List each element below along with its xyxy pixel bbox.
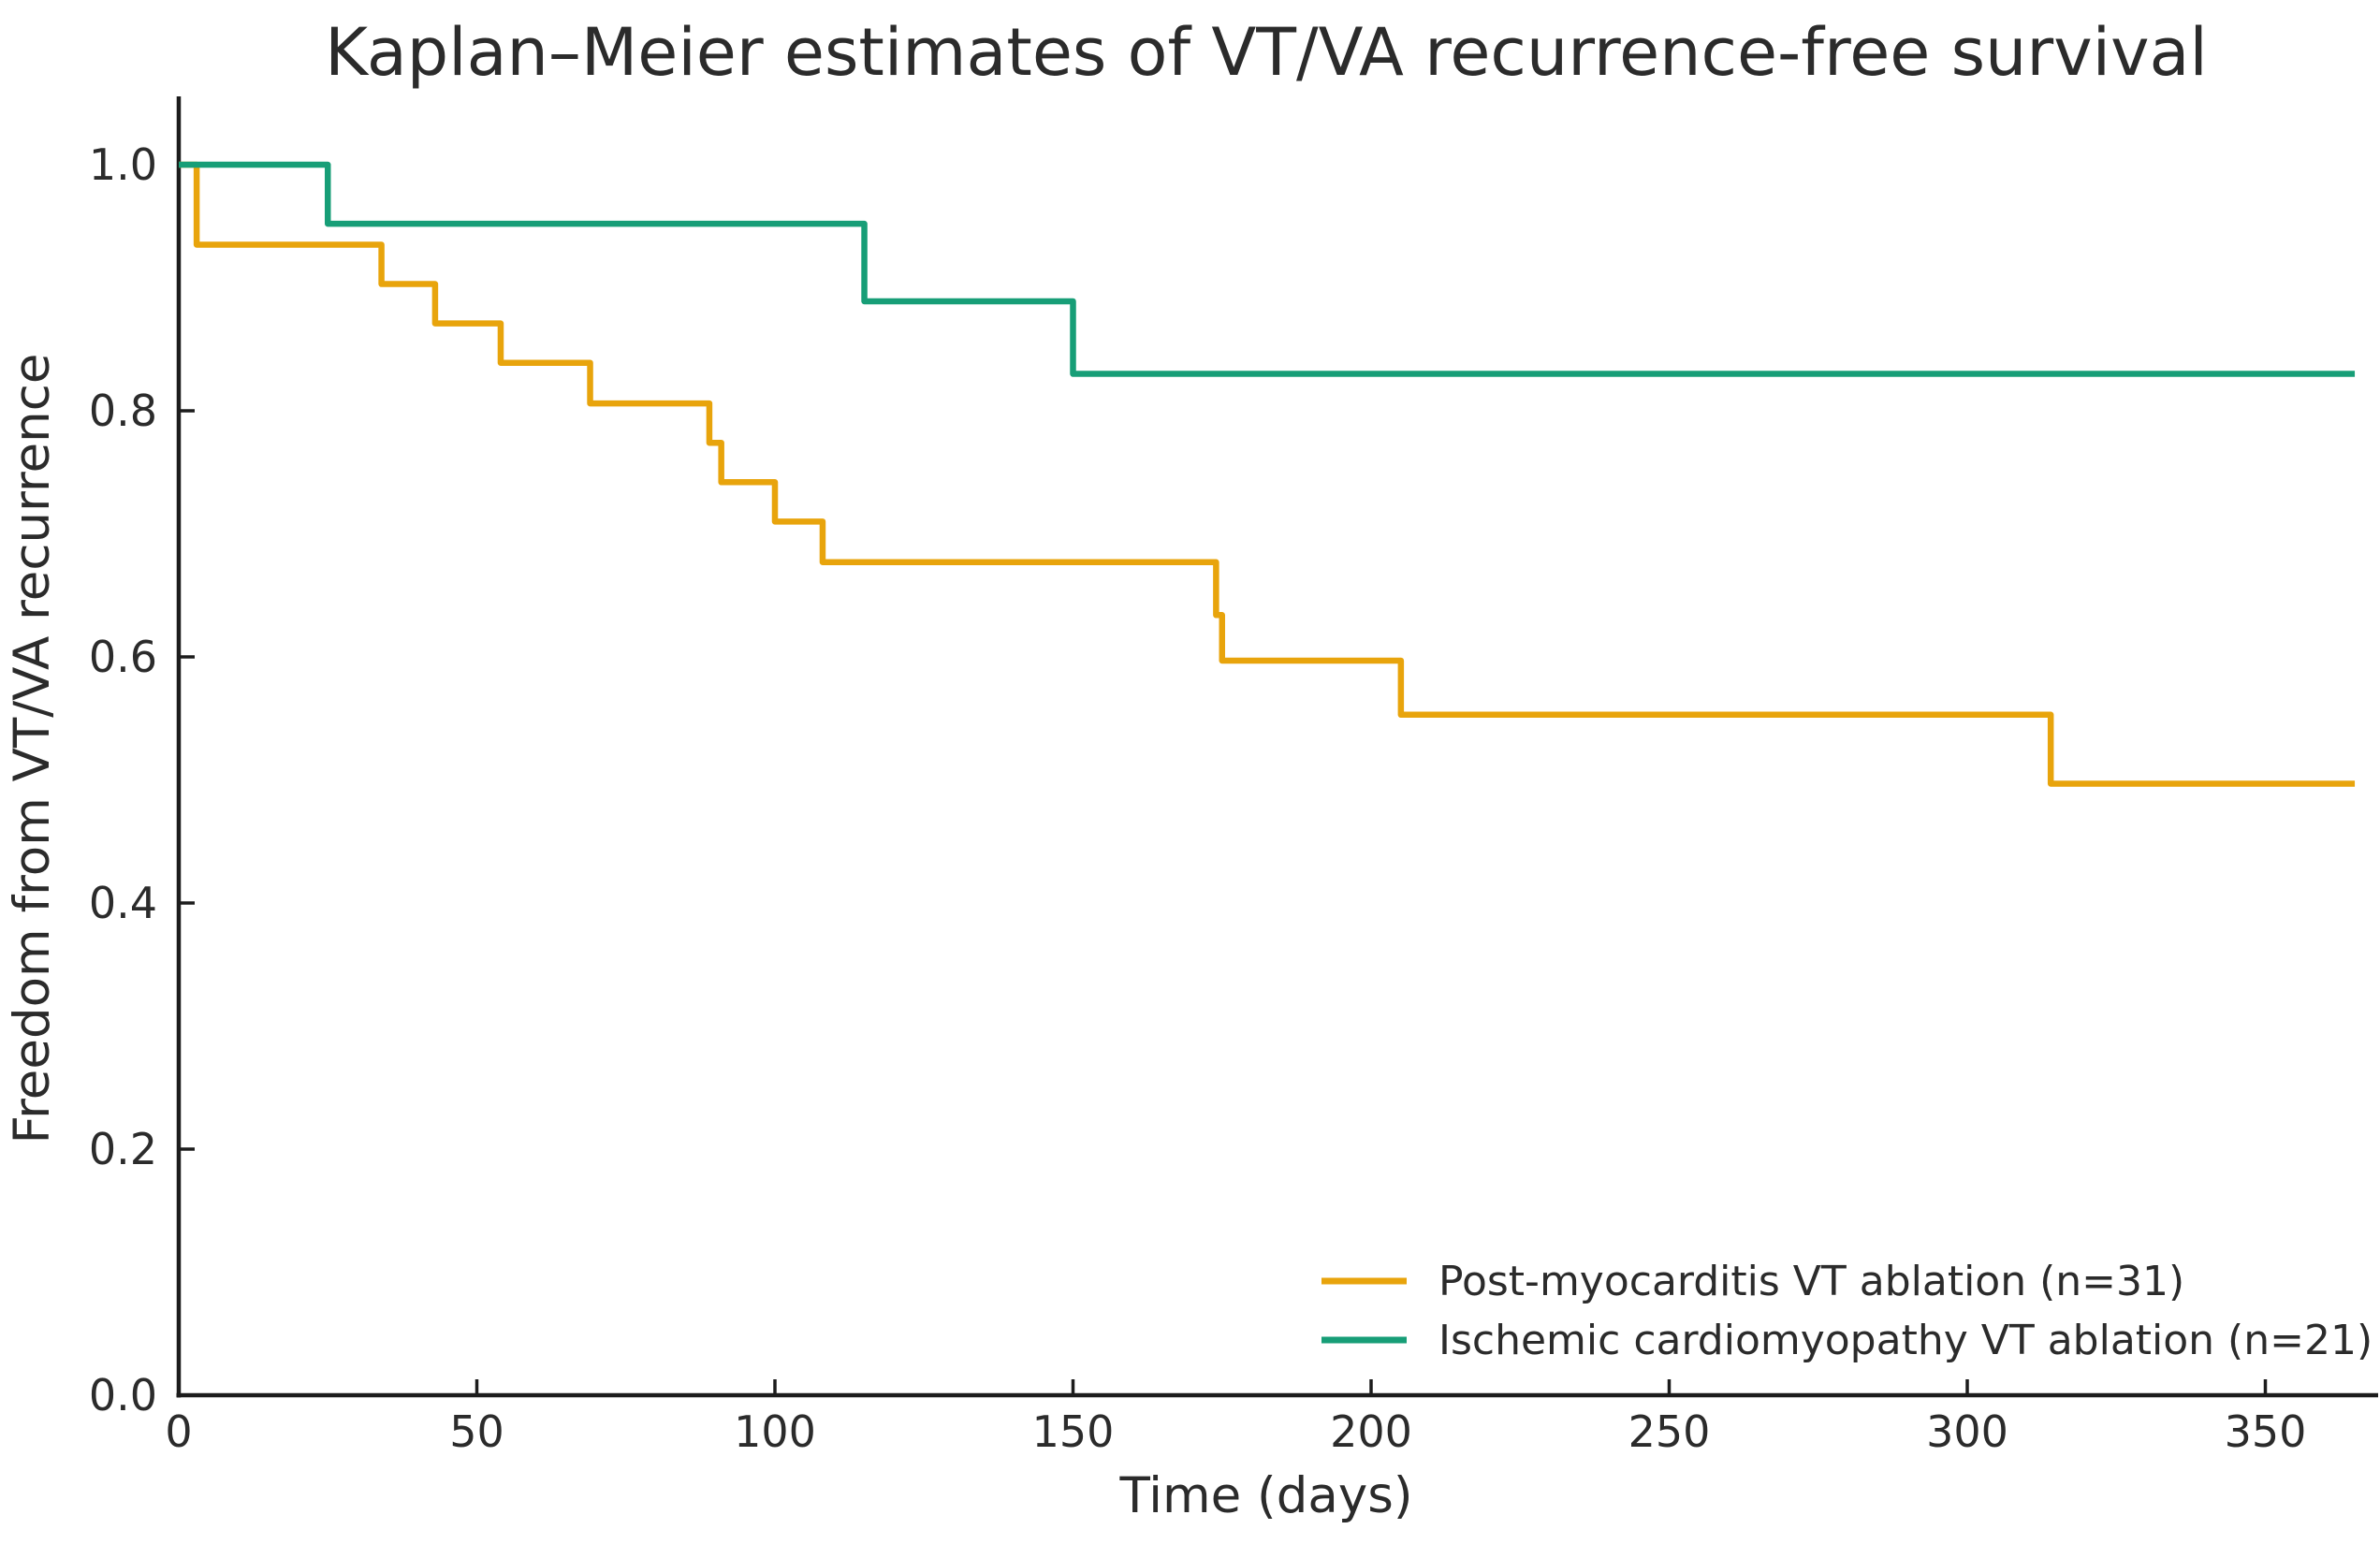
y-tick-label: 0.4 (89, 878, 157, 928)
x-tick-label: 250 (1628, 1406, 1711, 1457)
y-tick-label: 0.6 (89, 632, 157, 682)
y-tick-label: 0.2 (89, 1124, 157, 1174)
x-tick-label: 200 (1330, 1406, 1412, 1457)
axes-spines (176, 96, 2378, 1398)
x-tick-label: 50 (449, 1406, 504, 1457)
x-tick-label: 150 (1032, 1406, 1115, 1457)
y-tick-label: 0.0 (89, 1370, 157, 1420)
chart-title: Kaplan–Meier estimates of VT/VA recurren… (325, 14, 2208, 91)
y-axis-label: Freedom from VT/VA recurrence (4, 353, 61, 1143)
x-axis-label: Time (days) (1118, 1467, 1412, 1524)
survival-curves (179, 161, 2356, 787)
y-tick-label: 0.8 (89, 386, 157, 436)
x-tick-label: 350 (2225, 1406, 2307, 1457)
x-tick-label: 300 (1926, 1406, 2008, 1457)
survival-curve-ischemic-cardiomyopathy (179, 161, 2356, 377)
legend-label-ischemic-cardiomyopathy: Ischemic cardiomyopathy VT ablation (n=2… (1438, 1317, 2373, 1364)
legend-label-post-myocarditis: Post-myocarditis VT ablation (n=31) (1438, 1258, 2184, 1305)
x-tick-label: 0 (165, 1406, 192, 1457)
survival-curve-post-myocarditis (179, 161, 2356, 787)
axes-ticks: 0 50 100 150 200 250 300 350 0.0 0.2 0.4 0.6 0.8 1.0 (89, 139, 2307, 1457)
y-tick-label: 1.0 (89, 139, 157, 190)
x-tick-label: 100 (734, 1406, 816, 1457)
legend: Post-myocarditis VT ablation (n=31) Isch… (1321, 1258, 2373, 1364)
